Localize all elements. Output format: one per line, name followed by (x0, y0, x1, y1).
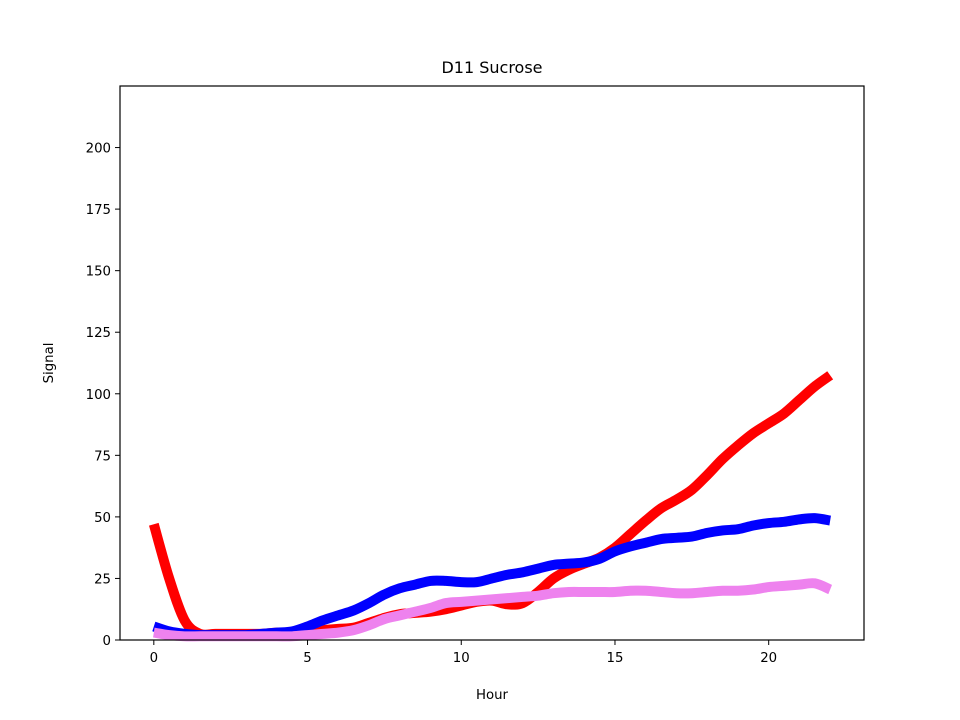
y-tick-label: 75 (94, 449, 111, 464)
x-tick-label: 10 (453, 651, 470, 666)
y-tick-label: 100 (86, 388, 111, 403)
y-tick-label: 50 (94, 511, 111, 526)
y-axis: 0 25 50 75 100 125 150 175 200 (86, 142, 120, 649)
series-layer (149, 371, 834, 642)
y-tick-label: 125 (86, 326, 111, 341)
x-axis-label: Hour (476, 688, 509, 703)
plot-frame (119, 85, 865, 641)
y-tick-label: 0 (103, 634, 111, 649)
x-tick-label: 15 (607, 651, 624, 666)
series-line-2 (152, 513, 832, 641)
x-tick-label: 5 (303, 651, 311, 666)
y-tick-label: 150 (86, 265, 111, 280)
y-tick-label: 200 (86, 142, 111, 157)
x-tick-label: 20 (760, 651, 777, 666)
x-axis: 0 5 10 15 20 (150, 640, 777, 666)
y-axis-label: Signal (42, 343, 57, 384)
series-line-3 (153, 578, 833, 642)
x-tick-label: 0 (150, 651, 158, 666)
y-tick-label: 175 (86, 203, 111, 218)
chart-title: D11 Sucrose (441, 58, 542, 77)
y-tick-label: 25 (94, 572, 111, 587)
